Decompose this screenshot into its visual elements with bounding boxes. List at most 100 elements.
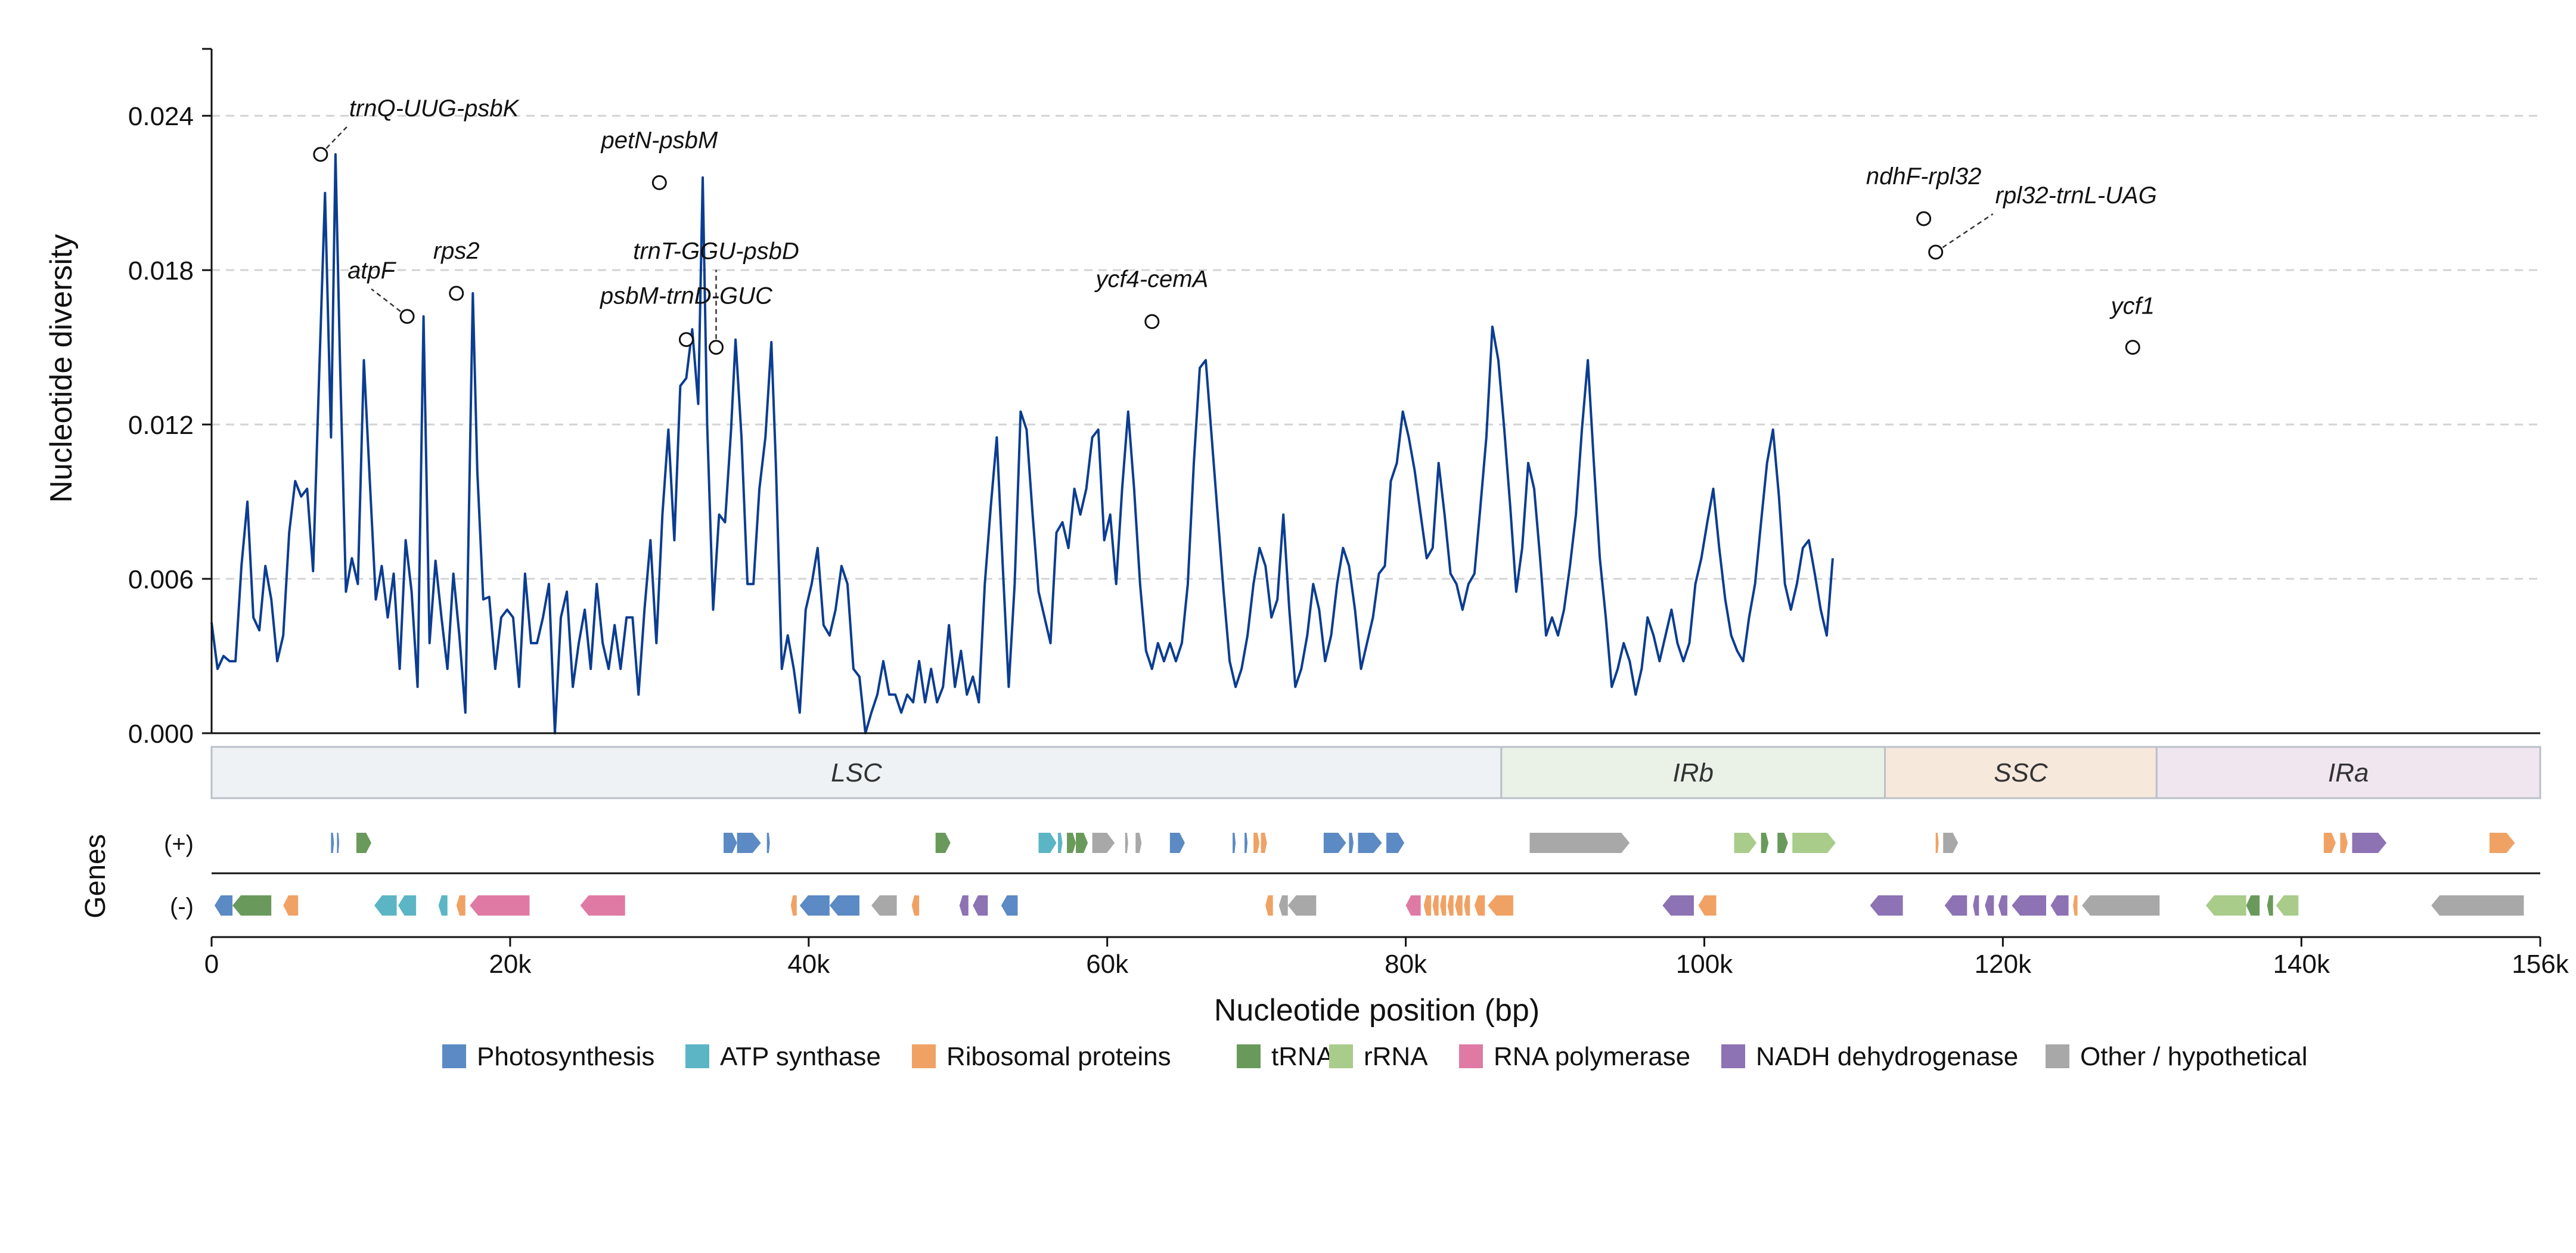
legend-label: NADH dehydrogenase (1756, 1042, 2018, 1071)
gene-arrow (1287, 895, 1317, 916)
y-axis-label: Nucleotide diversity (44, 234, 79, 503)
peak-marker (2125, 340, 2140, 355)
x-tick-label: 20k (489, 950, 532, 979)
gene-arrow (1323, 833, 1346, 853)
y-tick-label: 0.012 (128, 411, 194, 440)
peak-marker (1916, 211, 1932, 227)
legend-swatch (442, 1044, 466, 1068)
gene-arrow (911, 895, 920, 916)
legend-label: Ribosomal proteins (946, 1042, 1171, 1071)
gene-arrow (1253, 833, 1260, 853)
gene-arrow (2012, 895, 2047, 916)
annotation-leader (371, 288, 408, 317)
peak-annotations: trnQ-UUG-psbK atpF rps2 petN-psbM trnT-GGU-p… (313, 95, 2157, 355)
gene-arrow (2276, 895, 2299, 916)
gene-arrow (232, 895, 272, 916)
peak-marker (1928, 244, 1944, 260)
gene-arrow (2073, 895, 2078, 916)
gene-arrow (1870, 895, 1903, 916)
gene-arrow (470, 895, 530, 916)
legend-swatch (1329, 1044, 1353, 1068)
peak-marker (313, 147, 328, 162)
annotation-leader (319, 126, 347, 155)
gene-arrow (1125, 833, 1128, 853)
axes: 0.000 0.006 0.012 0.018 0.024 0 20k 40k 60k 80k 10… (128, 48, 2569, 979)
gene-arrow (1944, 895, 1967, 916)
gene-arrow (1464, 895, 1470, 916)
gene-arrow (1038, 833, 1057, 853)
region-irb (1500, 746, 1886, 799)
y-tick-label: 0.006 (128, 565, 194, 594)
x-tick-label: 140k (2273, 950, 2330, 979)
gene-arrow (1423, 895, 1432, 916)
gene-arrow (829, 895, 859, 916)
gene-arrow (1488, 895, 1513, 916)
strand-plus-label: (+) (164, 831, 194, 857)
gene-arrow (1261, 833, 1267, 853)
peak-label: ndhF-rpl32 (1866, 163, 1981, 190)
peak-marker (399, 309, 415, 324)
gene-arrow (1662, 895, 1694, 916)
gene-arrow (766, 833, 770, 853)
y-tick-label: 0.024 (128, 102, 194, 131)
gene-arrow (935, 833, 951, 853)
region-label: IRa (2328, 758, 2369, 787)
gene-arrow (724, 833, 737, 853)
legend-label: RNA polymerase (1494, 1042, 1690, 1071)
peak-label: trnQ-UUG-psbK (349, 95, 520, 122)
peak-label: trnT-GGU-psbD (633, 238, 799, 265)
peak-label: ycf1 (2109, 293, 2155, 320)
gene-arrow (1455, 895, 1463, 916)
x-tick-label: 0 (204, 950, 219, 979)
gene-arrow (1058, 833, 1063, 853)
region-label: IRb (1672, 758, 1713, 787)
legend-label: rRNA (1364, 1042, 1428, 1071)
x-tick-label: 156k (2512, 950, 2569, 979)
peak-label: rpl32-trnL-UAG (1995, 182, 2157, 209)
gene-arrow (337, 833, 340, 853)
legend-swatch (1459, 1044, 1483, 1068)
gene-arrow (1792, 833, 1836, 853)
legend-swatch (685, 1044, 709, 1068)
gene-arrow (1474, 895, 1485, 916)
legend-label: tRNA (1271, 1042, 1334, 1071)
diversity-line (210, 153, 1834, 734)
legend-swatch (1237, 1044, 1261, 1068)
gene-arrow (959, 895, 969, 916)
gene-arrow (1973, 895, 1979, 916)
peak-label: petN-psbM (601, 127, 718, 153)
gene-arrow (871, 895, 897, 916)
gene-arrow (1265, 895, 1273, 916)
region-lsc (210, 746, 1503, 799)
gene-arrow (1386, 833, 1405, 853)
peak-marker (678, 332, 694, 348)
gene-arrow (580, 895, 625, 916)
genes-axis-label: Genes (80, 834, 111, 918)
peak-label: psbM-trnD-GUC (600, 283, 773, 309)
gene-arrow (1432, 895, 1439, 916)
x-tick-label: 120k (1975, 950, 2032, 979)
y-tick-label: 0.018 (128, 256, 194, 286)
legend-swatch (1721, 1044, 1745, 1068)
gene-arrow (374, 895, 397, 916)
gene-arrow (1734, 833, 1757, 853)
gene-arrow (456, 895, 465, 916)
gene-arrow (1067, 833, 1076, 853)
gene-track-minus (215, 895, 2524, 916)
peak-label: ycf4-cemA (1094, 266, 1208, 292)
gene-arrow (1092, 833, 1115, 853)
gene-arrow (1076, 833, 1088, 853)
gene-arrow (2352, 833, 2387, 853)
gene-arrow (1998, 895, 2007, 916)
y-tick-label: 0.000 (128, 719, 194, 749)
gene-arrow (1349, 833, 1354, 853)
legend-swatch (912, 1044, 936, 1068)
peak-label: rps2 (433, 238, 480, 264)
peak-marker (709, 340, 724, 355)
peak-marker (449, 286, 464, 301)
gene-arrow (1529, 833, 1630, 853)
x-tick-label: 40k (787, 950, 830, 979)
region-label: SSC (1994, 758, 2049, 787)
gene-arrow (1169, 833, 1185, 853)
